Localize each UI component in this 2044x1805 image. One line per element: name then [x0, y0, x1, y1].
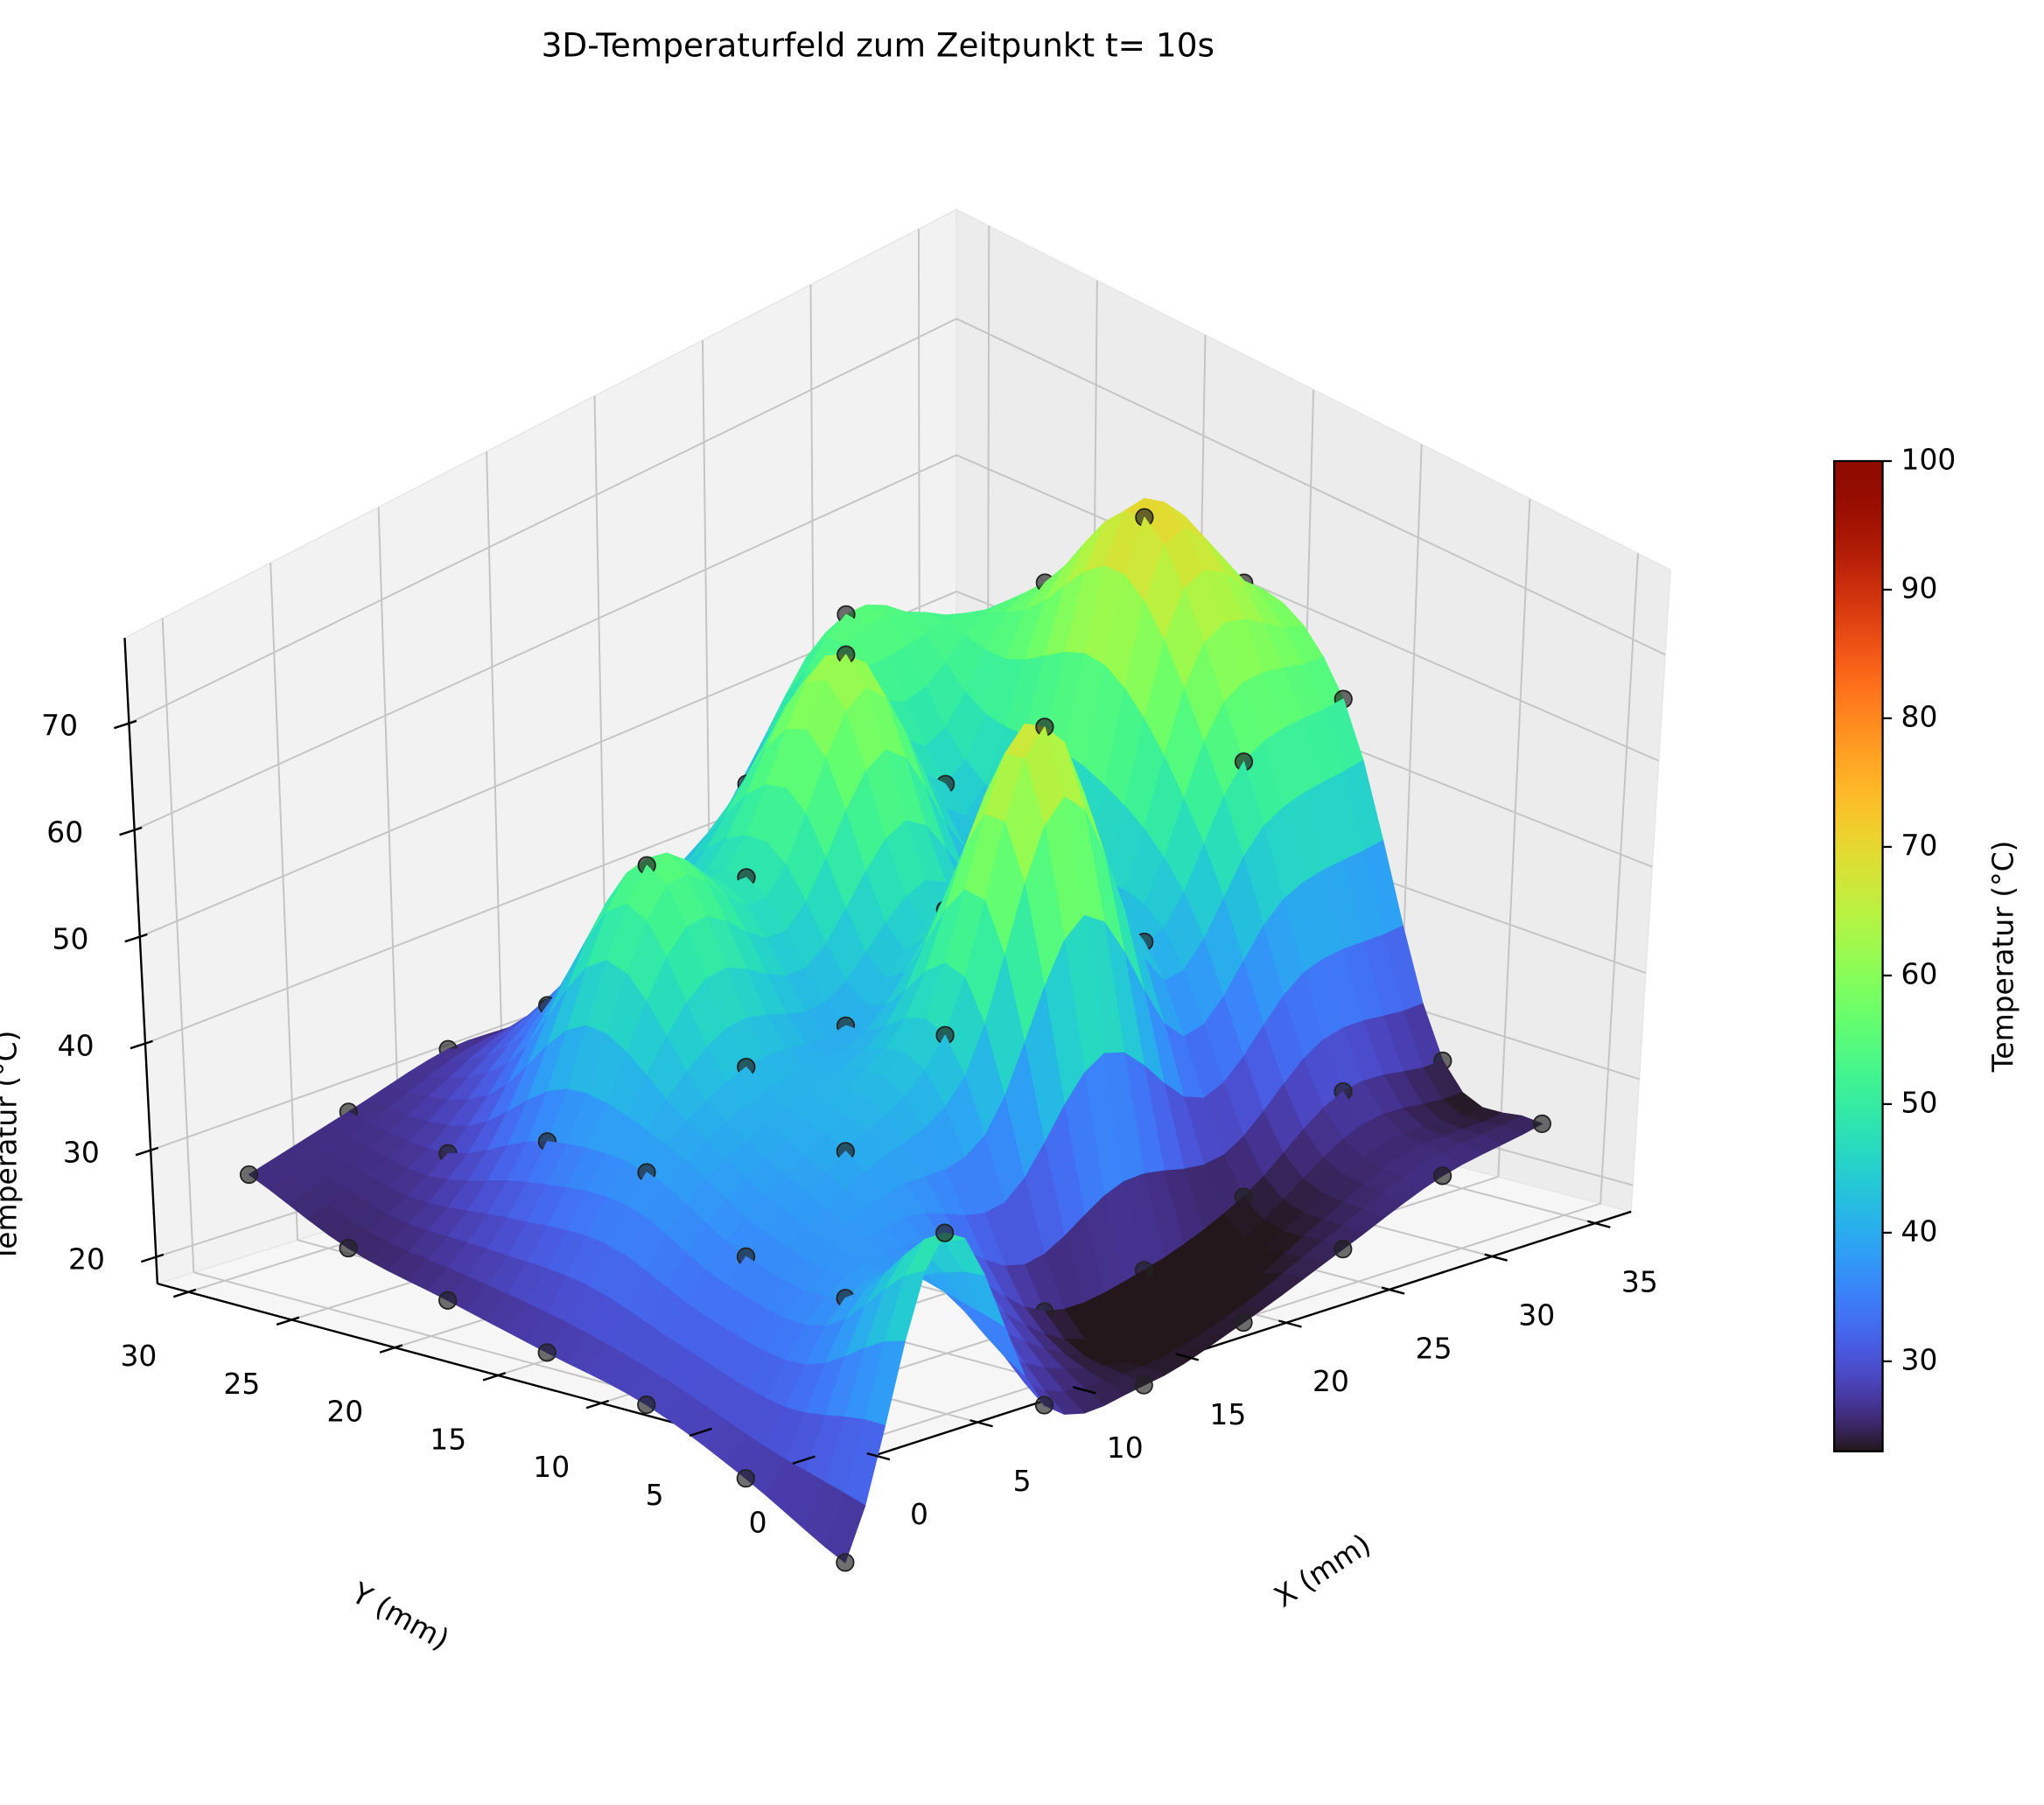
x-tick: [970, 1419, 993, 1428]
x-axis-label: X (mm): [1268, 1527, 1376, 1614]
y-tick-label: 15: [430, 1422, 466, 1456]
y-tick: [482, 1372, 507, 1382]
data-point: [1532, 1114, 1551, 1134]
y-tick: [379, 1344, 403, 1354]
grid-line: [1497, 499, 1531, 1178]
y-tick-label: 20: [326, 1395, 363, 1429]
x-axis-line: [838, 1210, 1632, 1468]
data-point: [537, 1343, 556, 1362]
y-tick-label: 25: [223, 1367, 260, 1401]
y-tick: [689, 1427, 712, 1438]
y-tick: [585, 1399, 610, 1410]
y-tick: [792, 1455, 816, 1465]
x-tick-label: 20: [1312, 1364, 1349, 1398]
data-point: [1034, 1396, 1054, 1415]
y-tick: [276, 1316, 300, 1326]
z-tick-label: 30: [63, 1136, 100, 1170]
data-point: [339, 1238, 358, 1258]
colorbar-tick-label: 60: [1901, 956, 1938, 990]
data-point: [836, 1553, 855, 1572]
y-tick-label: 10: [533, 1450, 570, 1484]
grid-line: [270, 563, 298, 1241]
x-tick: [866, 1452, 891, 1461]
surface-patch: [824, 1493, 866, 1564]
x-tick-label: 5: [1013, 1464, 1032, 1498]
x-tick-label: 35: [1621, 1264, 1658, 1298]
z-tick: [124, 933, 148, 943]
y-tick: [172, 1288, 197, 1298]
data-point: [736, 1468, 755, 1488]
data-point: [1234, 1312, 1253, 1333]
y-axis-label: Y (mm): [346, 1575, 455, 1656]
x-tick: [1484, 1253, 1508, 1262]
data-point: [1334, 1240, 1353, 1259]
grid-line: [134, 454, 957, 831]
y-tick-label: 0: [749, 1506, 767, 1540]
x-tick-label: 0: [910, 1497, 928, 1531]
colorbar-tick-label: 40: [1901, 1214, 1938, 1248]
x-tick: [1175, 1353, 1200, 1361]
surface: [239, 498, 1551, 1572]
z-tick: [130, 1039, 153, 1050]
data-point: [438, 1291, 458, 1310]
data-point: [935, 1223, 955, 1242]
x-tick: [1381, 1286, 1405, 1295]
z-tick-label: 60: [46, 815, 83, 850]
colorbar-tick-label: 30: [1901, 1342, 1938, 1376]
grid-line: [956, 318, 1666, 656]
data-point: [1432, 1166, 1452, 1186]
z-axis-label: Temperatur (°C): [0, 1031, 24, 1263]
z-tick-label: 70: [41, 709, 78, 743]
z-tick-label: 50: [52, 922, 89, 956]
x-tick-label: 10: [1107, 1431, 1144, 1465]
labels: 0 5 10 15 20 25 30 35 0 5 10 15 20 25 30 20 30 40 50 60 70 30…: [41, 442, 1956, 1539]
z-tick: [135, 1146, 159, 1157]
x-tick-label: 30: [1518, 1298, 1555, 1332]
grid-line: [1600, 553, 1639, 1204]
colorbar-label: Temperatur (°C): [1985, 841, 2020, 1074]
colorbar-tick-label: 100: [1901, 442, 1956, 476]
z-tick-label: 20: [68, 1242, 105, 1277]
x-tick-label: 25: [1416, 1331, 1452, 1365]
colorbar: [1833, 459, 1884, 1452]
grid-line: [956, 454, 1660, 762]
z-tick-label: 40: [58, 1029, 94, 1063]
data-point: [637, 1395, 656, 1415]
data-point: [1134, 1375, 1153, 1395]
x-tick: [1072, 1386, 1096, 1395]
y-tick-label: 30: [120, 1339, 157, 1373]
colorbar-tick-label: 80: [1901, 699, 1938, 733]
y-tick-label: 5: [646, 1478, 664, 1512]
z-axis-line: [123, 638, 159, 1284]
x-tick: [1278, 1319, 1302, 1328]
grid-line: [161, 618, 195, 1273]
grid-line: [129, 318, 957, 724]
x-tick-label: 15: [1209, 1397, 1246, 1431]
x-tick: [1586, 1220, 1611, 1228]
z-tick: [113, 719, 137, 730]
colorbar-tick-label: 70: [1901, 828, 1938, 862]
colorbar-tick-label: 50: [1901, 1085, 1938, 1119]
z-tick: [119, 826, 143, 836]
data-point: [239, 1165, 259, 1185]
chart-title: 3D-Temperaturfeld zum Zeitpunkt t= 10s: [542, 25, 1214, 64]
z-tick: [140, 1253, 164, 1263]
colorbar-tick-label: 90: [1901, 570, 1938, 605]
